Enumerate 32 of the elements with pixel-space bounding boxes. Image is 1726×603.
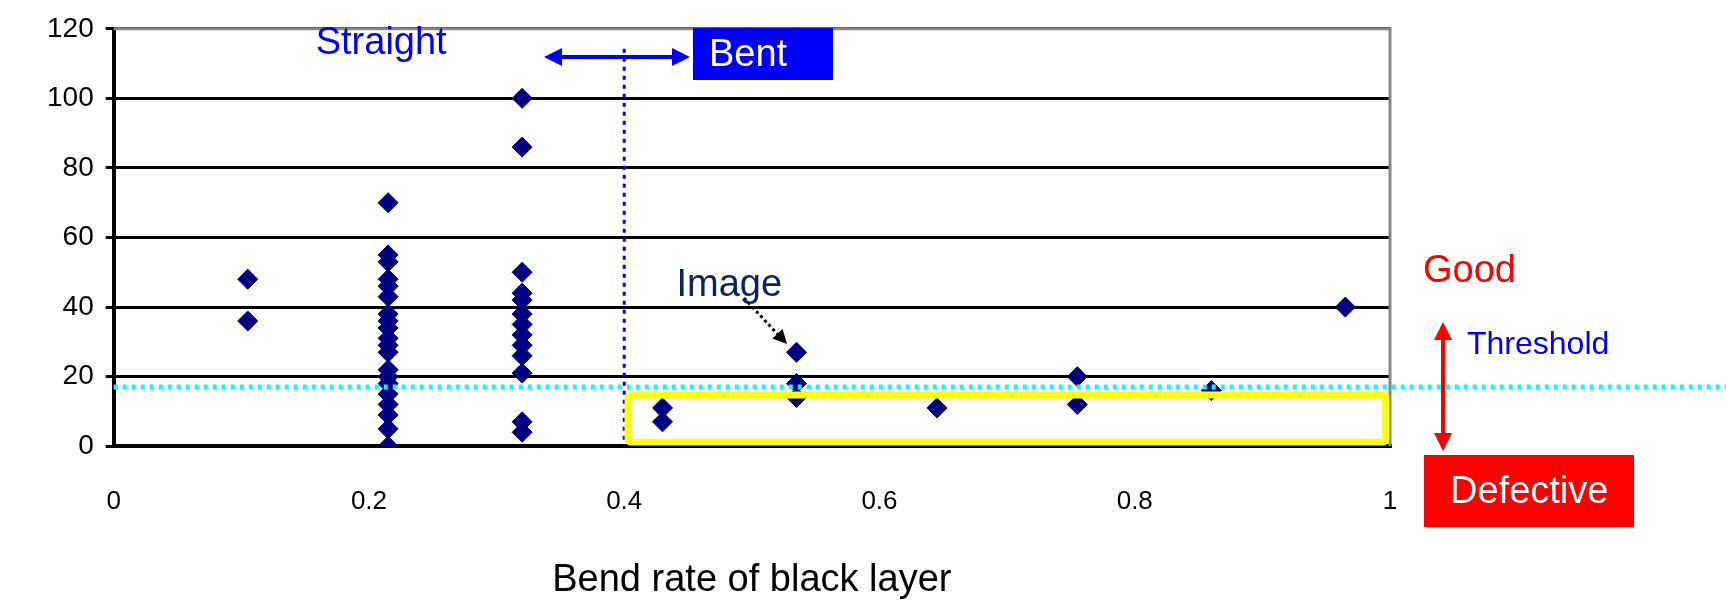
point (511, 87, 533, 109)
y-tick-label: 100 (47, 81, 94, 113)
x-tick-label: 0.2 (350, 484, 388, 515)
y-tick-label: 60 (62, 220, 94, 252)
text: Good (1423, 248, 1516, 290)
y-tick-label: 40 (62, 289, 94, 321)
point (786, 341, 808, 363)
point (511, 136, 533, 158)
y-tick-label: 20 (62, 359, 94, 391)
x-axis-title: Bend rate of black layer (552, 556, 952, 599)
point (377, 192, 399, 214)
ref-line-label: Threshold (1467, 325, 1610, 362)
x-tick-label: 1 (1382, 484, 1398, 515)
point (511, 261, 533, 283)
x-tick-label: 0.8 (1116, 484, 1153, 515)
point (237, 268, 259, 290)
y-tick-label: 120 (47, 11, 94, 43)
x-tick-label: 0 (106, 484, 121, 515)
annotation: Straight (315, 20, 447, 62)
text: Defective (1424, 455, 1635, 527)
point (511, 362, 533, 384)
point (1066, 366, 1088, 388)
point (237, 310, 259, 332)
annotation: Image (676, 262, 783, 305)
point (652, 411, 674, 433)
y-tick-label: 80 (62, 150, 94, 182)
annotation: Bent (693, 28, 834, 80)
point (926, 397, 948, 419)
point (1334, 296, 1356, 318)
x-tick-label: 0.4 (606, 484, 643, 515)
y-tick-label: 0 (78, 428, 94, 460)
x-tick-label: 0.6 (861, 484, 898, 515)
